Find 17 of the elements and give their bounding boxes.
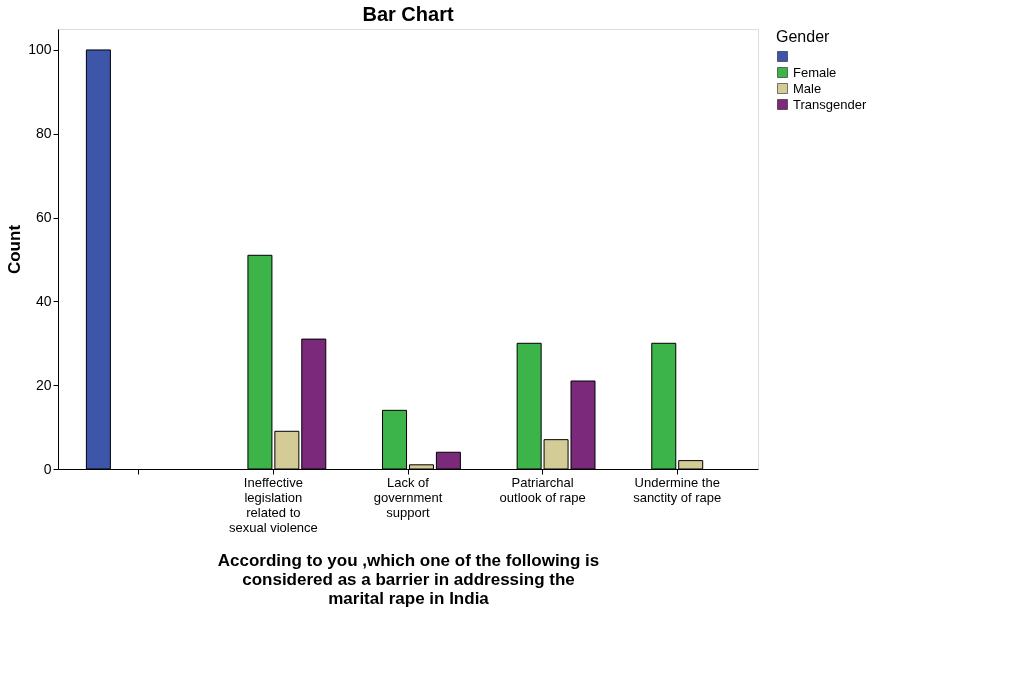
legend-label: Transgender <box>793 96 867 112</box>
x-tick-label: Ineffective legislation related to sexual violence <box>228 474 318 535</box>
y-tick-label: 0 <box>43 460 52 477</box>
chart-title: Bar Chart <box>362 3 454 25</box>
x-tick-label: Undermine the sanctity of rape <box>633 474 722 505</box>
x-axis-title: According to you ,which one of the following is considered as a barrier in addressing the marital rape in India <box>217 550 600 608</box>
y-tick-label: 100 <box>28 41 52 58</box>
y-tick-label: 20 <box>35 376 52 393</box>
y-tick-label: 80 <box>35 125 52 142</box>
legend-title: Gender <box>776 28 831 45</box>
x-tick-label: Lack of government support <box>373 474 443 520</box>
y-axis-title: Count <box>5 224 25 275</box>
legend-label: Female <box>793 64 837 80</box>
y-tick-label: 40 <box>35 292 52 309</box>
y-tick-label: 60 <box>35 209 52 226</box>
x-tick-label: Patriarchal outlook of rape <box>499 474 586 505</box>
legend-label: Male <box>793 80 822 96</box>
